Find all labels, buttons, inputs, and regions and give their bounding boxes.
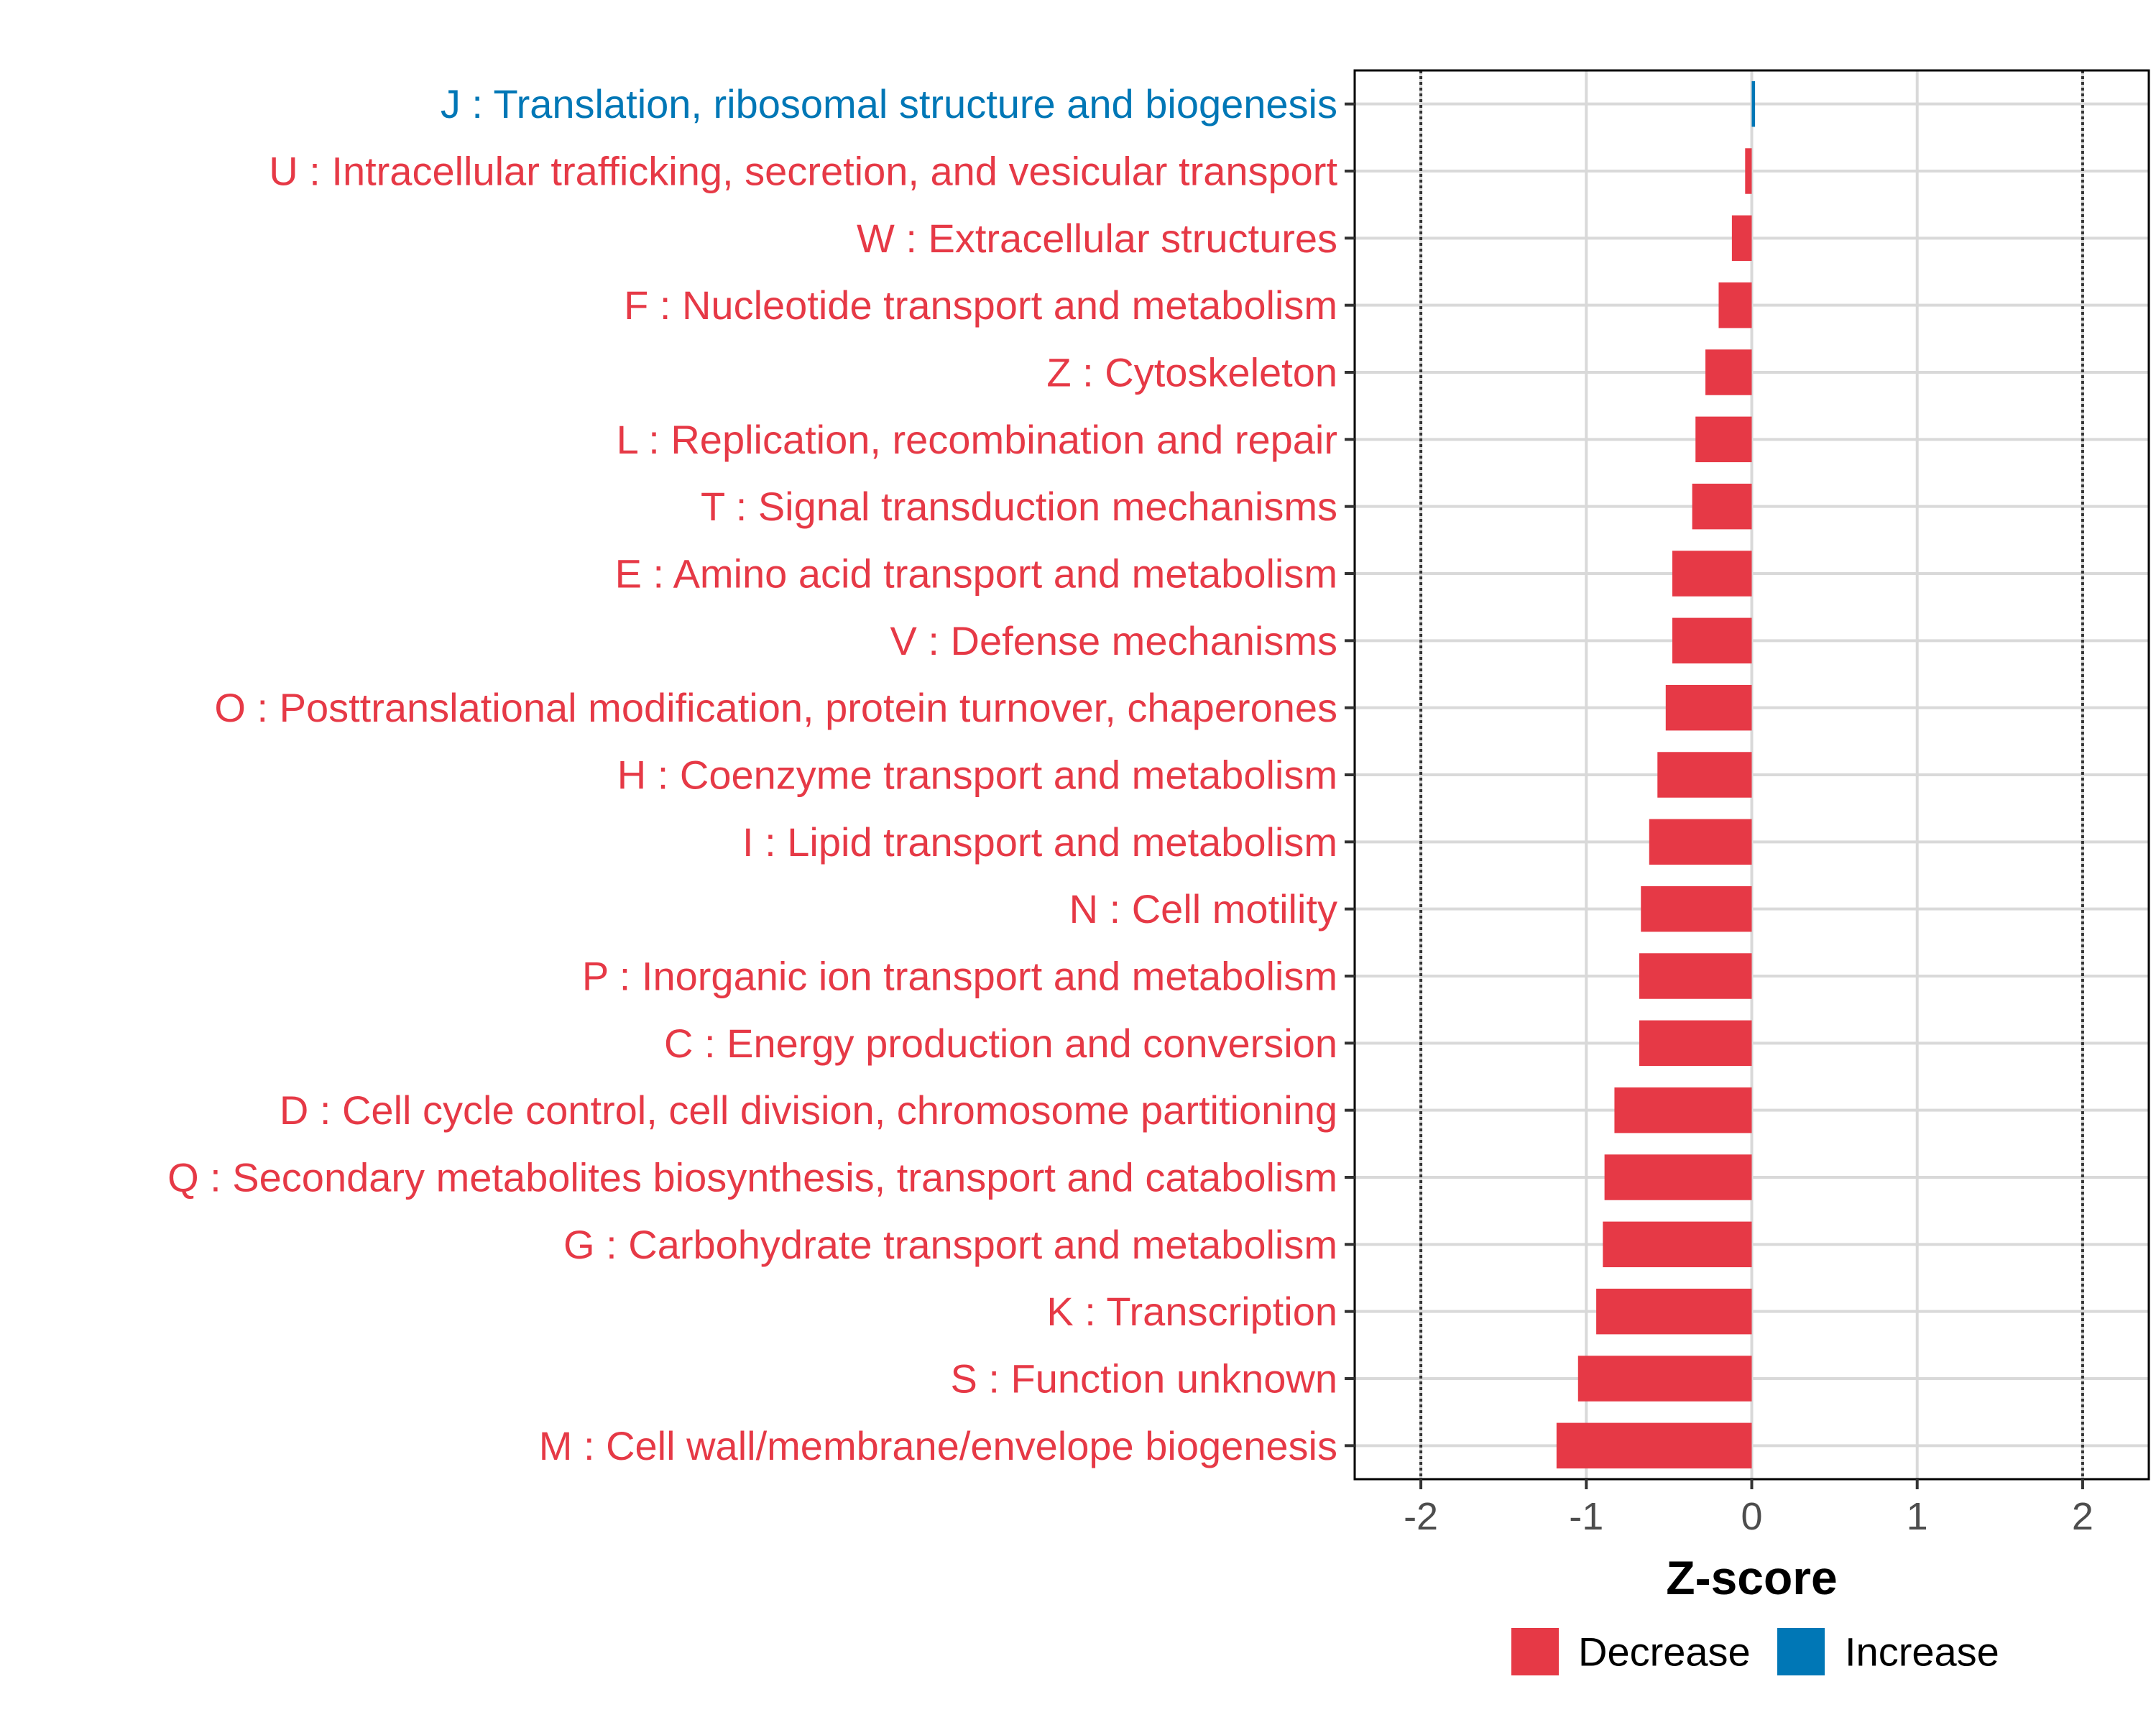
bar	[1695, 416, 1752, 463]
legend-swatch-increase	[1777, 1628, 1825, 1675]
bar	[1556, 1422, 1752, 1469]
bar	[1751, 80, 1756, 127]
bar-layer	[1556, 80, 1756, 1469]
y-tick-label: T : Signal transduction mechanisms	[701, 484, 1337, 529]
y-tick-label: Z : Cytoskeleton	[1046, 350, 1337, 395]
bar	[1665, 684, 1752, 731]
x-tick-label: 2	[2072, 1495, 2093, 1538]
bar	[1657, 752, 1752, 798]
bar	[1672, 617, 1752, 664]
legend: Decrease Increase	[1511, 1628, 1999, 1675]
y-tick-label: O : Posttranslational modification, prot…	[214, 685, 1337, 730]
y-tick-label: N : Cell motility	[1069, 886, 1337, 932]
legend-swatch-decrease	[1511, 1628, 1559, 1675]
y-tick-label: F : Nucleotide transport and metabolism	[624, 282, 1337, 328]
y-tick-label: H : Coenzyme transport and metabolism	[617, 753, 1337, 798]
bar	[1639, 953, 1752, 999]
bar	[1641, 886, 1752, 932]
bar	[1692, 483, 1752, 530]
x-axis-title: Z-score	[1666, 1551, 1837, 1604]
bar	[1745, 148, 1752, 194]
y-tick-label: D : Cell cycle control, cell division, c…	[280, 1087, 1337, 1133]
y-tick-label: M : Cell wall/membrane/envelope biogenes…	[539, 1423, 1337, 1468]
bar	[1731, 215, 1752, 262]
y-tick-label: L : Replication, recombination and repai…	[617, 417, 1337, 462]
y-tick-label: P : Inorganic ion transport and metaboli…	[582, 954, 1337, 999]
y-tick-label: E : Amino acid transport and metabolism	[615, 551, 1337, 597]
y-axis: J : Translation, ribosomal structure and…	[167, 81, 1355, 1468]
bar	[1596, 1288, 1752, 1335]
y-tick-label: K : Transcription	[1046, 1289, 1337, 1334]
x-tick-label: 0	[1741, 1495, 1762, 1538]
y-tick-label: I : Lipid transport and metabolism	[742, 819, 1337, 865]
y-tick-label: W : Extracellular structures	[857, 216, 1337, 261]
legend-label-increase: Increase	[1845, 1629, 1999, 1675]
bar	[1639, 1020, 1752, 1067]
y-tick-label: U : Intracellular trafficking, secretion…	[269, 149, 1337, 194]
bar	[1705, 349, 1752, 395]
y-tick-label: J : Translation, ribosomal structure and…	[441, 81, 1337, 126]
y-tick-label: S : Function unknown	[950, 1356, 1337, 1402]
bar	[1718, 282, 1752, 328]
x-tick-label: 1	[1907, 1495, 1928, 1538]
y-tick-label: G : Carbohydrate transport and metabolis…	[563, 1222, 1337, 1267]
bar	[1649, 819, 1752, 865]
y-tick-label: V : Defense mechanisms	[890, 618, 1337, 663]
bar	[1614, 1087, 1752, 1133]
x-axis: -2 -1 0 1 2	[1404, 1479, 2093, 1538]
bar	[1603, 1221, 1752, 1268]
legend-label-decrease: Decrease	[1578, 1629, 1751, 1675]
reference-line-layer	[1419, 70, 2084, 1479]
x-tick-label: -2	[1404, 1495, 1438, 1538]
y-tick-label: Q : Secondary metabolites biosynthesis, …	[167, 1155, 1337, 1200]
y-tick-label: C : Energy production and conversion	[664, 1021, 1337, 1066]
bar	[1672, 551, 1752, 597]
bar	[1604, 1154, 1752, 1200]
bar	[1577, 1356, 1752, 1402]
x-tick-label: -1	[1569, 1495, 1603, 1538]
